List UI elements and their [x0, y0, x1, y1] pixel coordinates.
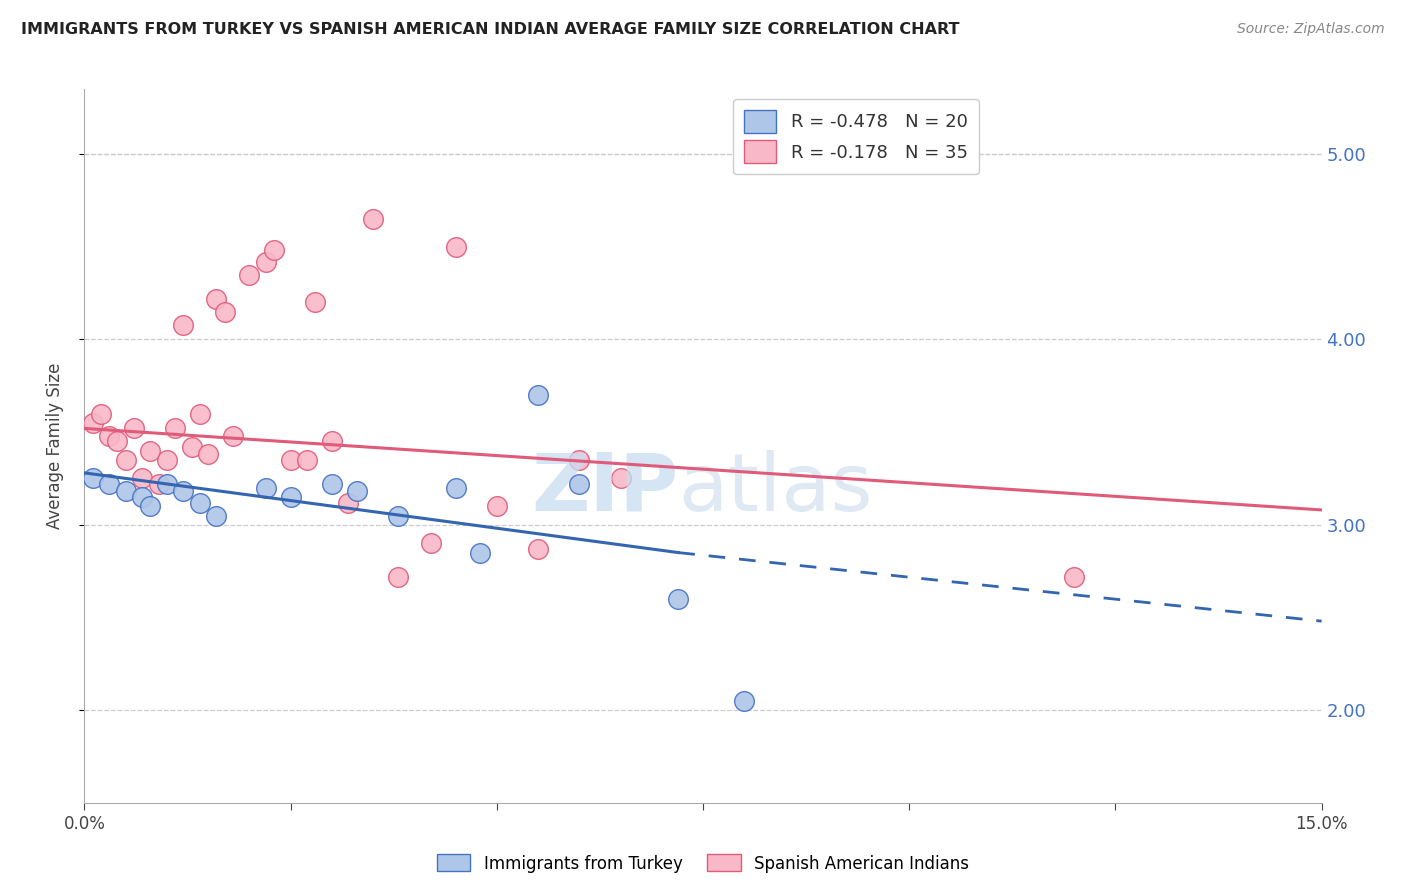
Point — [214, 304, 236, 318]
Point — [419, 536, 441, 550]
Legend: Immigrants from Turkey, Spanish American Indians: Immigrants from Turkey, Spanish American… — [430, 847, 976, 880]
Point — [444, 240, 467, 254]
Point — [361, 211, 384, 226]
Point — [254, 481, 277, 495]
Point — [156, 477, 179, 491]
Point — [131, 471, 153, 485]
Point — [263, 244, 285, 258]
Point — [295, 453, 318, 467]
Point — [1063, 569, 1085, 583]
Point — [165, 421, 187, 435]
Text: Source: ZipAtlas.com: Source: ZipAtlas.com — [1237, 22, 1385, 37]
Point — [444, 481, 467, 495]
Point — [280, 490, 302, 504]
Point — [568, 477, 591, 491]
Point — [337, 495, 360, 509]
Point — [485, 500, 508, 514]
Point — [156, 453, 179, 467]
Point — [254, 254, 277, 268]
Text: ZIP: ZIP — [531, 450, 678, 528]
Point — [122, 421, 145, 435]
Point — [321, 434, 343, 449]
Point — [114, 453, 136, 467]
Point — [139, 443, 162, 458]
Point — [387, 508, 409, 523]
Point — [197, 447, 219, 461]
Point — [105, 434, 128, 449]
Point — [205, 292, 228, 306]
Point — [98, 429, 121, 443]
Point — [666, 591, 689, 606]
Point — [527, 388, 550, 402]
Point — [304, 295, 326, 310]
Point — [131, 490, 153, 504]
Point — [609, 471, 631, 485]
Point — [188, 495, 211, 509]
Text: atlas: atlas — [678, 450, 873, 528]
Point — [568, 453, 591, 467]
Point — [148, 477, 170, 491]
Point — [387, 569, 409, 583]
Point — [172, 318, 194, 332]
Point — [238, 268, 260, 282]
Point — [180, 440, 202, 454]
Point — [82, 471, 104, 485]
Point — [280, 453, 302, 467]
Point — [82, 416, 104, 430]
Point — [98, 477, 121, 491]
Point — [346, 484, 368, 499]
Point — [470, 545, 492, 559]
Point — [205, 508, 228, 523]
Point — [90, 407, 112, 421]
Point — [733, 694, 755, 708]
Point — [139, 500, 162, 514]
Point — [188, 407, 211, 421]
Point — [222, 429, 245, 443]
Point — [527, 541, 550, 556]
Point — [321, 477, 343, 491]
Point — [172, 484, 194, 499]
Text: IMMIGRANTS FROM TURKEY VS SPANISH AMERICAN INDIAN AVERAGE FAMILY SIZE CORRELATIO: IMMIGRANTS FROM TURKEY VS SPANISH AMERIC… — [21, 22, 959, 37]
Legend: R = -0.478   N = 20, R = -0.178   N = 35: R = -0.478 N = 20, R = -0.178 N = 35 — [733, 99, 979, 174]
Point — [114, 484, 136, 499]
Y-axis label: Average Family Size: Average Family Size — [45, 363, 63, 529]
